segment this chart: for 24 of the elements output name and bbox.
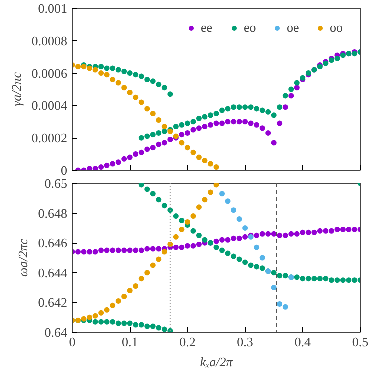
legend-label: oo (330, 20, 344, 36)
y-tick-label: 0.0002 (32, 130, 68, 146)
legend-label: oe (287, 20, 300, 36)
y-tick-label: 0.642 (38, 295, 68, 310)
x-axis-title: kₓa/2π (200, 354, 234, 370)
x-tick-label: 0.5 (352, 334, 369, 350)
legend-label: ee (201, 20, 214, 36)
y-axis-title: γa/2πc (8, 72, 24, 107)
y-tick-label: 0.64 (44, 325, 68, 340)
y-tick-label: 0.646 (38, 236, 68, 251)
y-tick-label: 0.0008 (32, 33, 68, 48)
x-tick-label: 0.4 (294, 334, 312, 350)
y-tick-label: 0.65 (44, 176, 68, 191)
x-tick-label: 0.2 (180, 334, 196, 350)
y-tick-label: 0.648 (38, 206, 68, 221)
y-axis-title: ωa/2πc (15, 238, 30, 278)
y-tick-label: 0.0006 (32, 66, 68, 81)
y-tick-label: 0 (61, 163, 68, 178)
y-tick-label: 0.001 (38, 1, 68, 16)
y-tick-label: 0.644 (38, 265, 68, 280)
y-tick-label: 0.0004 (32, 98, 68, 114)
x-tick-label: 0.3 (237, 334, 254, 350)
x-tick-label: 0.1 (122, 334, 138, 350)
legend-label: eo (244, 20, 258, 36)
